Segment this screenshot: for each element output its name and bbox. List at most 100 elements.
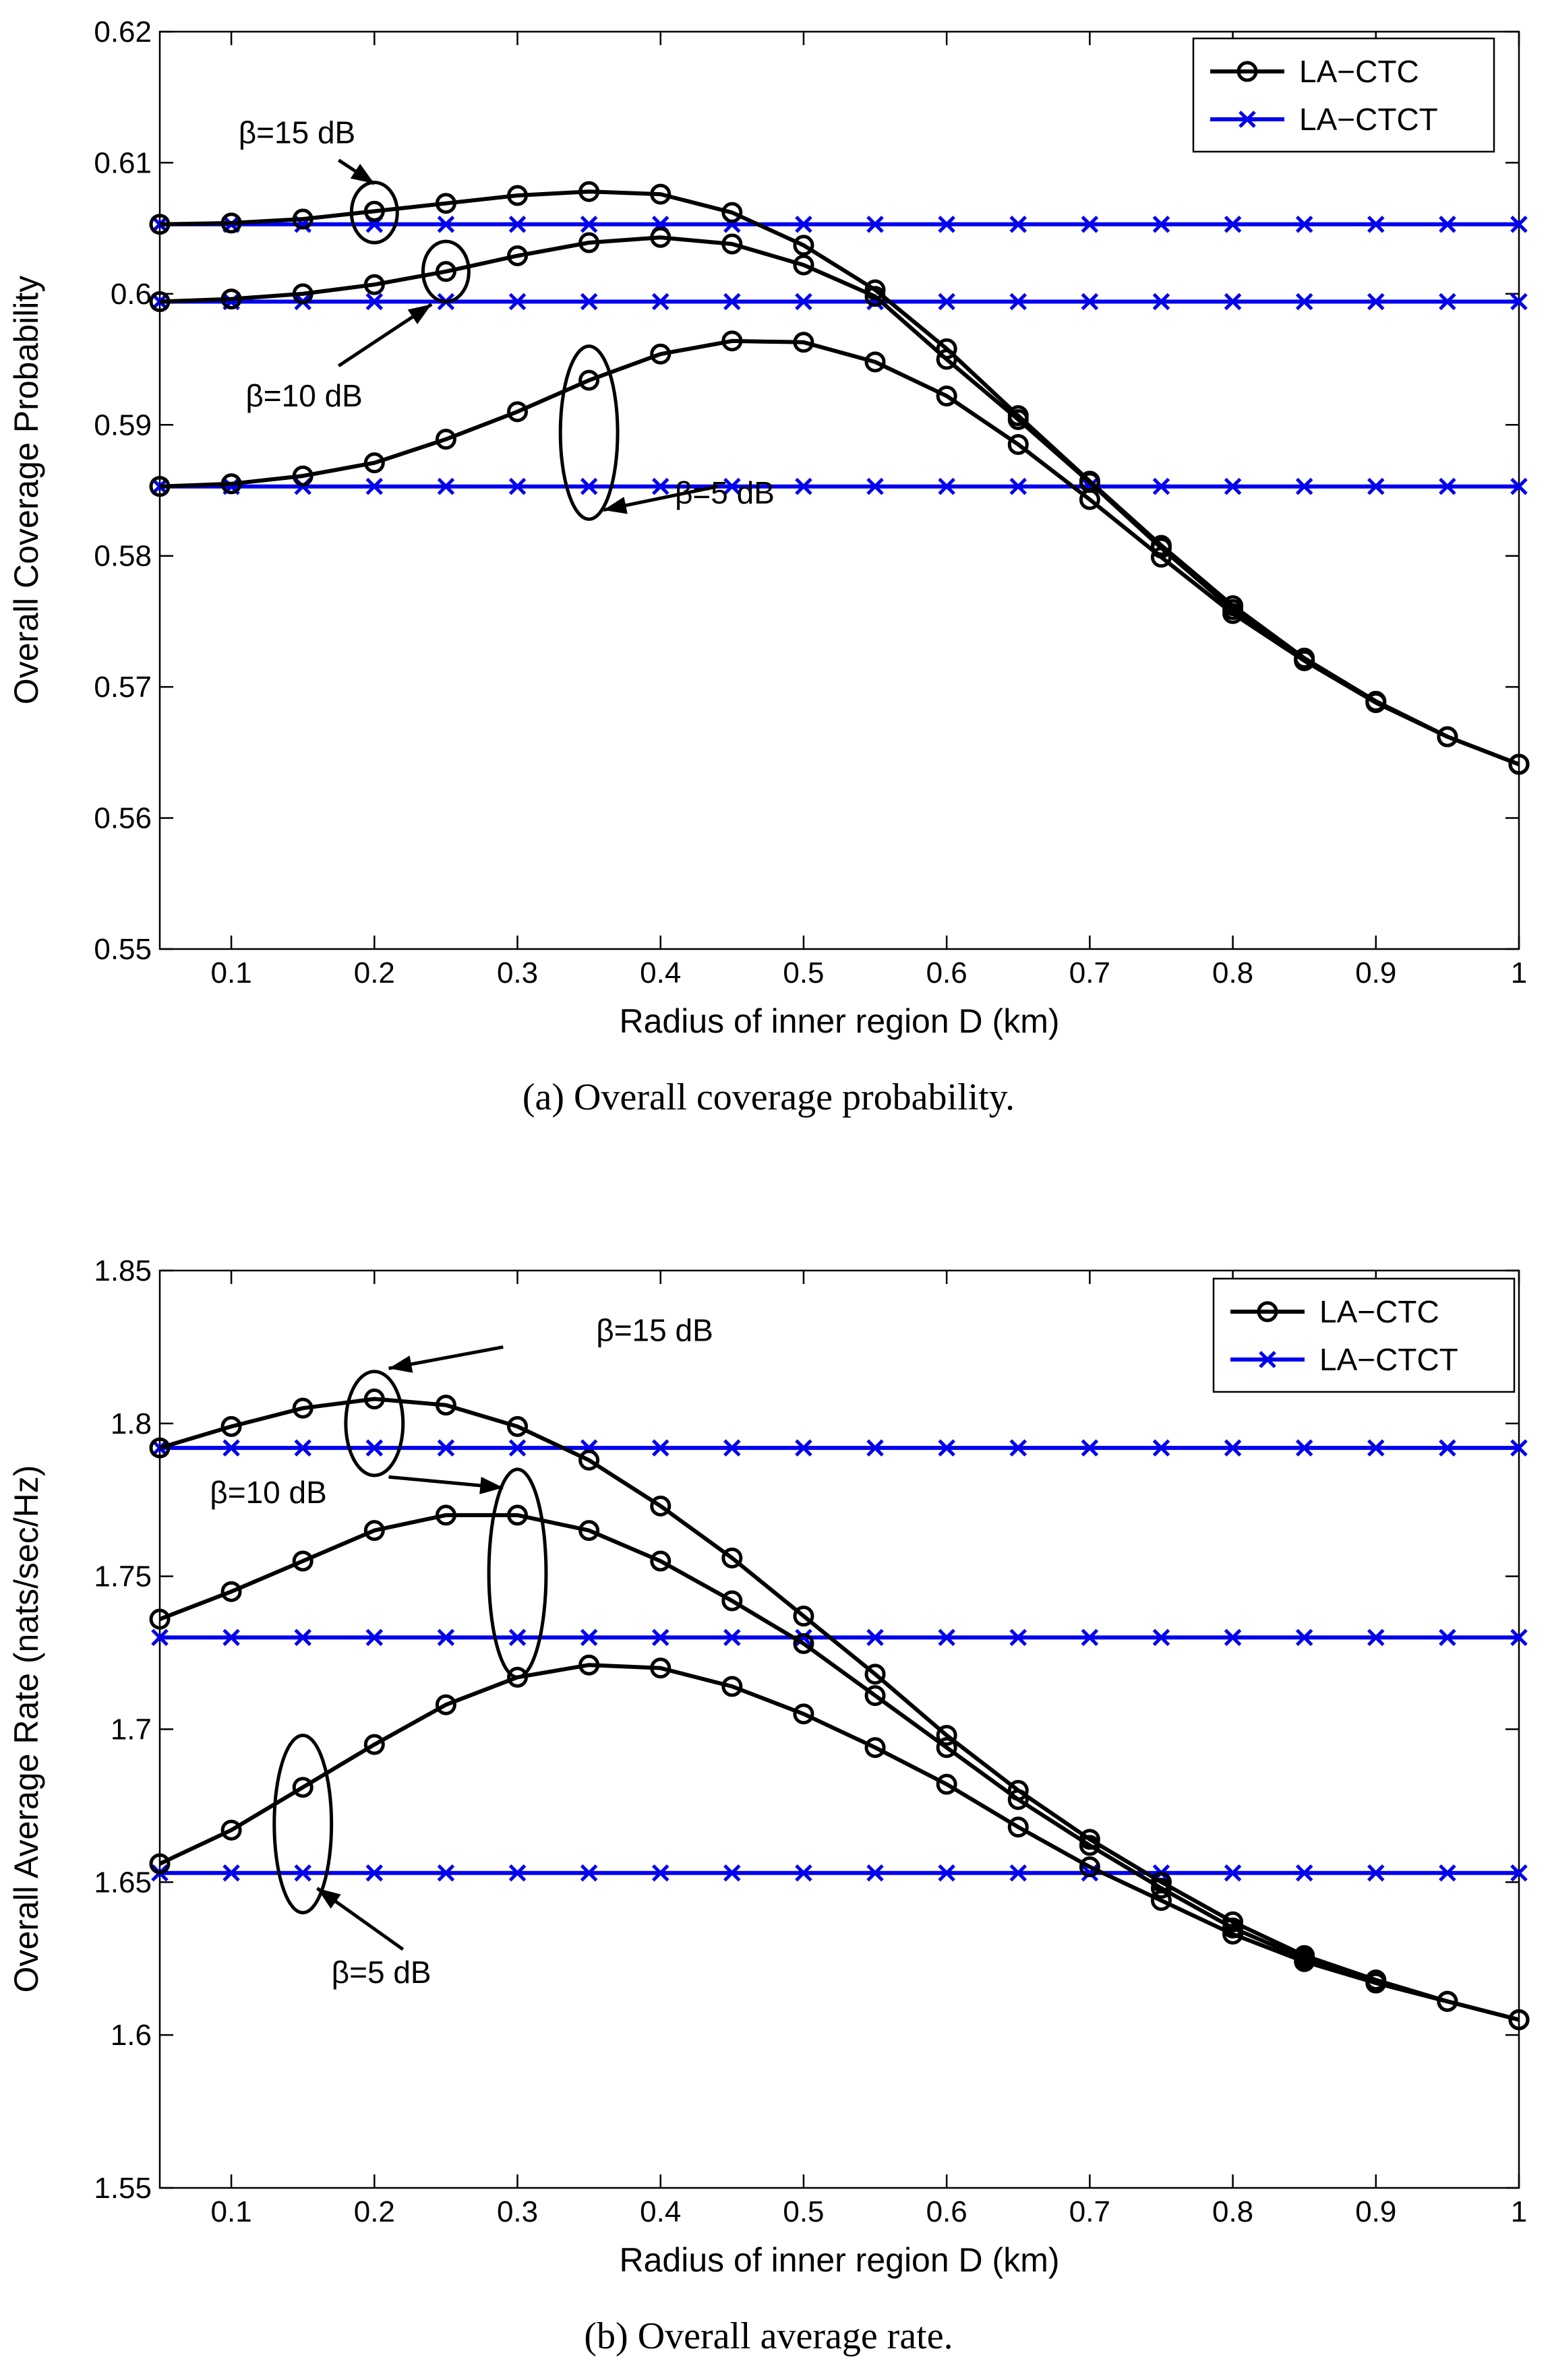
legend-marker-ctc: [1236, 61, 1258, 82]
data-point: [435, 429, 456, 450]
data-point: [793, 235, 814, 256]
y-tick-label: 0.58: [94, 540, 152, 573]
data-point: [292, 1777, 314, 1798]
y-axis-label: Overall Coverage Probability: [7, 276, 45, 704]
data-point: [1510, 477, 1528, 495]
data-point: [220, 1415, 242, 1437]
x-tick-label: 0.2: [354, 956, 395, 989]
data-point: [650, 1550, 671, 1572]
data-point: [220, 1581, 242, 1602]
data-point: [1295, 477, 1313, 495]
data-point: [936, 386, 957, 407]
annotation-arrowhead: [350, 164, 375, 184]
data-point: [365, 1864, 384, 1882]
data-point: [721, 233, 743, 255]
data-point: [723, 293, 741, 311]
data-point: [1224, 477, 1242, 495]
data-point: [578, 1520, 600, 1542]
data-point: [149, 214, 171, 235]
y-axis-label: Overall Average Rate (nats/sec/Hz): [7, 1465, 45, 1993]
legend-marker-ctct: [1259, 1351, 1276, 1368]
figure-caption: (a) Overall coverage probability.: [523, 1076, 1015, 1118]
data-point: [1009, 1864, 1027, 1882]
data-point: [507, 1504, 529, 1526]
data-point: [721, 1676, 743, 1697]
data-point: [292, 208, 314, 230]
data-point: [1079, 1835, 1100, 1856]
x-tick-label: 0.7: [1069, 2195, 1110, 2228]
data-point: [149, 1608, 171, 1630]
data-point: [1365, 1972, 1387, 1994]
data-point: [793, 332, 814, 353]
data-point: [1009, 216, 1027, 233]
data-point: [1079, 1856, 1100, 1878]
data-point: [435, 261, 456, 282]
x-tick-label: 0.5: [783, 2195, 824, 2228]
data-point: [651, 1864, 669, 1882]
annotation: β=15 dB: [239, 115, 399, 245]
data-point: [1510, 216, 1528, 233]
data-point: [1367, 1628, 1385, 1647]
series-ctct: [151, 1628, 1528, 1647]
data-point: [294, 1864, 311, 1882]
x-tick-label: 0.5: [783, 956, 824, 989]
x-tick-label: 0.1: [211, 956, 252, 989]
data-point: [795, 1439, 812, 1457]
annotation-arrowhead: [388, 1355, 413, 1373]
data-point: [1367, 1864, 1385, 1882]
annotation: β=5 dB: [558, 344, 775, 521]
data-point: [936, 1773, 957, 1795]
data-point: [866, 1864, 884, 1882]
data-point: [723, 1628, 741, 1647]
annotation: β=5 dB: [272, 1734, 431, 1990]
data-point: [508, 1439, 527, 1457]
series-line: [158, 1663, 1520, 2022]
data-point: [363, 1389, 385, 1410]
x-tick-label: 0.9: [1355, 2195, 1396, 2228]
series-line: [159, 1397, 1520, 2022]
y-tick-label: 1.65: [94, 1866, 152, 1899]
data-point: [1367, 216, 1385, 233]
data-point: [1510, 1628, 1528, 1647]
data-point: [220, 1819, 242, 1841]
data-point: [580, 477, 598, 495]
data-point: [650, 226, 671, 248]
data-point: [1295, 293, 1313, 311]
data-point: [508, 1864, 527, 1882]
data-point: [1009, 1628, 1027, 1647]
data-point: [292, 1550, 314, 1572]
x-tick-label: 0.1: [211, 2195, 252, 2228]
y-tick-label: 0.62: [94, 16, 152, 49]
data-point: [363, 200, 385, 222]
rate-chart: 0.1 0.2 0.3 0.4 0.5 0.6 0.7 0.8 0.9 1 1.55 1.6 1.65 1…: [7, 1254, 1530, 2357]
data-point: [365, 477, 384, 495]
series-ctct: [151, 1864, 1528, 1882]
data-point: [866, 1628, 884, 1647]
x-tick-label: 0.7: [1069, 956, 1110, 989]
data-point: [437, 216, 455, 233]
data-point: [938, 477, 955, 495]
data-point: [363, 274, 385, 295]
data-point: [363, 1520, 385, 1542]
data-point: [507, 185, 529, 206]
series-ctc: [149, 330, 1530, 775]
data-point: [1508, 754, 1530, 775]
annotation-arrowhead: [407, 304, 432, 324]
data-point: [578, 1449, 600, 1471]
data-point: [1437, 1990, 1458, 2012]
data-point: [1007, 433, 1029, 455]
data-point: [864, 351, 886, 373]
data-point: [149, 1853, 171, 1874]
y-tick-label: 1.7: [111, 1713, 152, 1746]
data-point: [1367, 1439, 1385, 1457]
series-ctct: [151, 1439, 1528, 1457]
data-point: [938, 1864, 955, 1882]
data-point: [365, 293, 384, 311]
data-point: [936, 1737, 957, 1759]
data-point: [1224, 1439, 1242, 1457]
data-point: [151, 1628, 169, 1647]
data-point: [864, 1737, 886, 1759]
data-point: [651, 1628, 669, 1647]
annotation-label: β=5 dB: [332, 1955, 431, 1990]
data-point: [220, 212, 242, 234]
